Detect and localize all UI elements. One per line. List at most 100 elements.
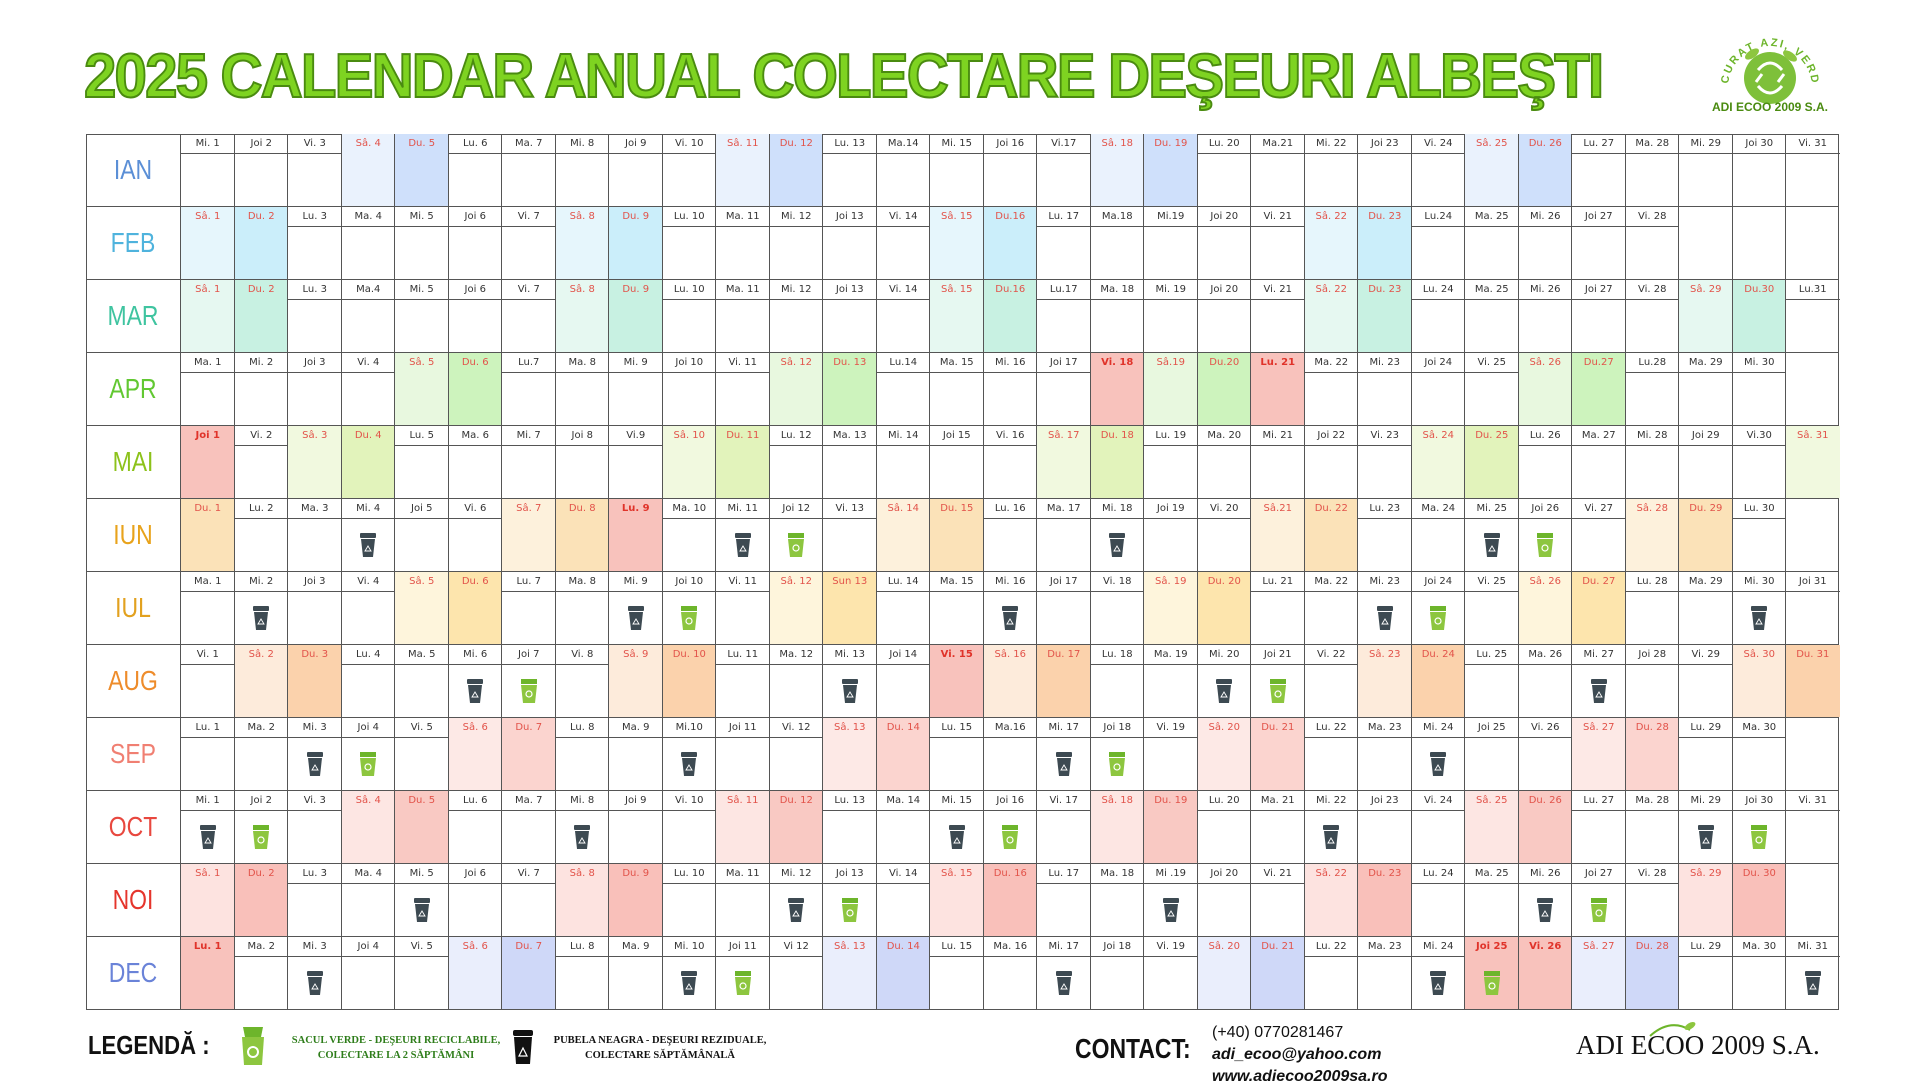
day-cell: Joi 2 [233,791,288,863]
day-body [502,737,556,790]
day-body [983,883,1037,936]
day-cell: Joi 4 [340,937,395,1009]
day-cell: Du. 13 [822,353,877,425]
day-body [930,445,984,498]
day-label: Vi. 5 [395,718,449,738]
day-label: Du. 9 [609,280,663,300]
day-cell: Mi. 24 [1410,937,1465,1009]
day-body [663,372,717,425]
day-cell: Joi 10 [661,353,717,425]
day-body [1625,518,1679,571]
day-body [1626,883,1680,936]
day-body [1465,299,1519,352]
day-label: Lu. 1 [181,718,235,738]
day-label: Du. 6 [448,572,502,592]
day-body [1626,153,1680,206]
day-body [983,299,1037,352]
day-label: Joi 9 [609,791,663,811]
day-label: Vi. 26 [1518,718,1572,738]
day-cell: Lu. 8 [554,937,609,1009]
day-label: Ma. 7 [502,791,556,811]
day-label: Lu. 30 [1732,499,1786,519]
day-cell: Du. 12 [768,134,823,206]
day-label: Sâ. 24 [1411,426,1465,446]
day-body [1572,737,1626,790]
day-body [395,518,449,571]
day-body [1037,226,1091,279]
day-cell: Mi. 29 [1678,134,1733,206]
day-body [181,372,235,425]
day-cell: Mi. 30 [1731,353,1786,425]
day-label: Sâ. 13 [823,718,877,738]
day-cell: Joi 27 [1571,864,1626,936]
day-cell: Joi 17 [1036,353,1091,425]
day-label: Mi. 20 [1197,645,1251,665]
day-body [449,664,503,717]
day-body [1251,664,1305,717]
day-label: Lu. 29 [1679,937,1733,957]
day-cell: Mi. 22 [1303,791,1358,863]
day-cell: Sâ. 26 [1517,572,1572,644]
day-body [1679,664,1733,717]
day-label: Mi.10 [662,718,716,738]
day-label: Mi. 19 [1144,280,1198,300]
day-label: Joi 5 [395,499,449,519]
day-label: Ma. 15 [930,353,984,373]
day-cell: Ma. 23 [1357,937,1412,1009]
day-cell: Joi 12 [768,499,823,571]
day-label: Ma. 21 [1251,791,1305,811]
day-body [877,372,931,425]
day-body [770,883,824,936]
day-body [556,591,610,644]
day-label: Mi. 9 [609,572,663,592]
contact-email[interactable]: adi_ecoo@yahoo.com [1212,1046,1382,1063]
day-body [1037,737,1091,790]
day-cell: Vi. 22 [1303,645,1358,717]
day-label: Vi. 21 [1251,280,1305,300]
day-cell: Sâ. 4 [340,791,395,863]
day-label: Joi 30 [1732,134,1786,154]
day-body [1519,518,1573,571]
day-body [1251,883,1305,936]
day-label: Joi 24 [1411,353,1465,373]
day-label: Du.27 [1572,353,1626,373]
day-cell: Vi. 14 [875,864,930,936]
day-body [181,956,235,1009]
day-cell: Vi. 6 [447,499,502,571]
day-cell: Lu. 19 [1143,426,1198,498]
day-cell: Sâ. 22 [1303,280,1358,352]
day-body [1251,591,1305,644]
day-cell: Lu. 10 [661,280,716,352]
day-body [502,226,556,279]
day-body [930,664,984,717]
day-cell: Lu.24 [1410,207,1465,279]
day-label: Vi. 18 [1090,572,1144,592]
day-body [395,883,449,936]
day-label: Ma. 29 [1679,353,1733,373]
recycle-bag-icon [1483,970,1500,995]
day-body [1626,810,1680,863]
day-label: Mi. 28 [1625,426,1679,446]
recycle-bag-icon [1590,897,1607,922]
day-body [1251,153,1305,206]
legend-grey-text: PUBELA NEAGRA - DEŞEURI REZIDUALE, COLEC… [550,1033,770,1063]
day-label: Sâ.19 [1144,353,1198,373]
day-body [1626,372,1680,425]
day-cell: Mi. 12 [768,864,824,936]
day-label: Du.30 [1732,280,1786,300]
day-body [716,299,770,352]
day-body [395,591,449,644]
residual-bin-icon [1002,605,1019,630]
day-label: Lu. 8 [555,718,609,738]
day-cell: Du. 9 [608,864,663,936]
day-body [1732,883,1786,936]
day-label: Joi 3 [288,353,342,373]
day-cell: Lu. 15 [929,718,984,790]
day-body [342,372,396,425]
day-body [984,956,1038,1009]
day-label: Mi. 4 [341,499,395,519]
day-body [448,737,502,790]
day-label: Lu. 26 [1518,426,1572,446]
contact-website[interactable]: www.adiecoo2009sa.ro [1212,1068,1388,1085]
day-body [662,445,716,498]
